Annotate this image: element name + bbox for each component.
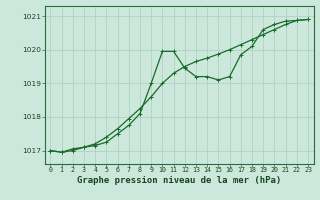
X-axis label: Graphe pression niveau de la mer (hPa): Graphe pression niveau de la mer (hPa) [77, 176, 281, 185]
